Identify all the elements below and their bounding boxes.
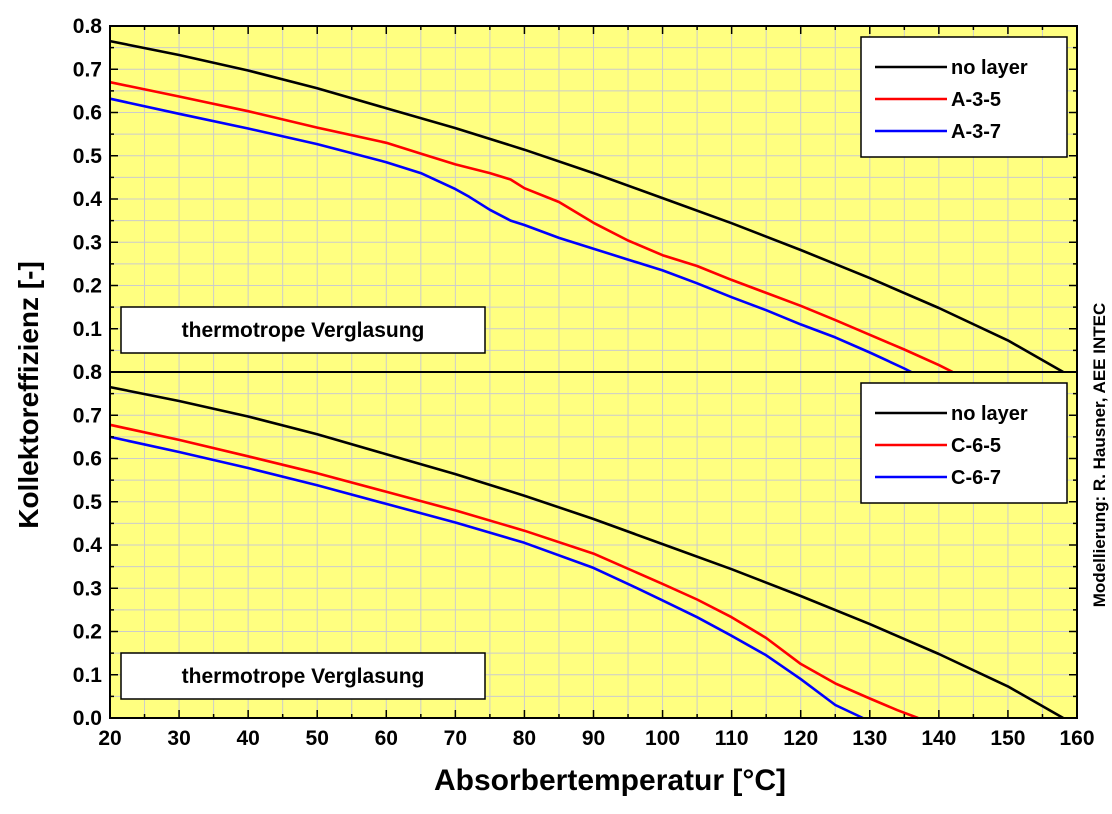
- y-tick-label: 0.4: [73, 188, 103, 211]
- x-tick-label: 110: [715, 727, 749, 750]
- x-tick-label: 130: [852, 727, 887, 750]
- legend-label: A-3-7: [951, 121, 1001, 143]
- x-tick-label: 150: [990, 727, 1025, 750]
- annotation-box-2: [120, 652, 486, 700]
- x-tick-label: 90: [582, 727, 605, 750]
- y-tick-label: 0.5: [73, 491, 103, 514]
- annotations: thermotrope Verglasung thermotrope Vergla…: [120, 306, 486, 700]
- y-tick-label: 0.2: [73, 621, 102, 644]
- x-tick-label: 50: [306, 727, 329, 750]
- y-axis-label: Kollektoreffizienz [-]: [13, 261, 44, 529]
- legend-box-2: [860, 382, 1068, 504]
- x-tick-label: 160: [1059, 727, 1094, 750]
- axes: 0.1 0.2 0.3 0.4 0.5 0.6 0.7 0.8 0.0 0.1 0.2 0.3 0.4 0…: [73, 15, 1095, 750]
- y-tick-label: 0.0: [73, 707, 102, 730]
- y-tick-label: 0.7: [73, 404, 102, 427]
- legend-label: no layer: [951, 57, 1028, 79]
- legend-label: A-3-5: [951, 89, 1001, 111]
- x-tick-label: 60: [375, 727, 398, 750]
- y-tick-label: 0.3: [73, 577, 102, 600]
- credit-text: Modellierung: R. Hausner, AEE INTEC: [1090, 303, 1109, 607]
- legend-label: C-6-7: [951, 467, 1001, 489]
- x-tick-label: 120: [783, 727, 818, 750]
- series-line-a-3-5: [109, 80, 954, 374]
- y-tick-label: 0.1: [73, 318, 103, 341]
- x-tick-label: 140: [921, 727, 956, 750]
- legend-box-1: [860, 36, 1068, 158]
- legend-label: no layer: [951, 403, 1028, 425]
- legend-label: C-6-5: [951, 435, 1001, 457]
- series-line-no-layer: [109, 39, 1064, 374]
- annotation-text: thermotrope Verglasung: [182, 319, 425, 342]
- series-lines: [109, 39, 1064, 720]
- x-tick-label: 100: [645, 727, 680, 750]
- y-tick-label: 0.5: [73, 145, 103, 168]
- x-tick-label: 70: [444, 727, 467, 750]
- x-tick-label: 80: [513, 727, 536, 750]
- x-tick-label: 30: [167, 727, 190, 750]
- x-tick-label: 40: [236, 727, 259, 750]
- y-tick-label: 0.6: [73, 448, 102, 471]
- y-tick-label: 0.1: [73, 664, 103, 687]
- y-tick-label: 0.4: [73, 534, 103, 557]
- legends: no layer A-3-5 A-3-7 no layer C-6-5 C-6-7: [860, 36, 1068, 504]
- series-line-c-6-7: [109, 435, 864, 720]
- y-tick-label: 0.8: [73, 361, 103, 384]
- y-tick-label: 0.8: [73, 15, 103, 38]
- y-tick-label: 0.2: [73, 275, 102, 298]
- series-line-no-layer: [109, 385, 1064, 720]
- annotation-box-1: [120, 306, 486, 354]
- x-axis-label: Absorbertemperatur [°C]: [434, 764, 786, 797]
- y-tick-label: 0.6: [73, 102, 102, 125]
- x-tick-label: 20: [98, 727, 121, 750]
- annotation-text: thermotrope Verglasung: [182, 665, 425, 688]
- series-line-a-3-7: [109, 97, 912, 374]
- series-line-c-6-5: [109, 423, 919, 720]
- y-tick-label: 0.3: [73, 231, 102, 254]
- y-tick-label: 0.7: [73, 58, 102, 81]
